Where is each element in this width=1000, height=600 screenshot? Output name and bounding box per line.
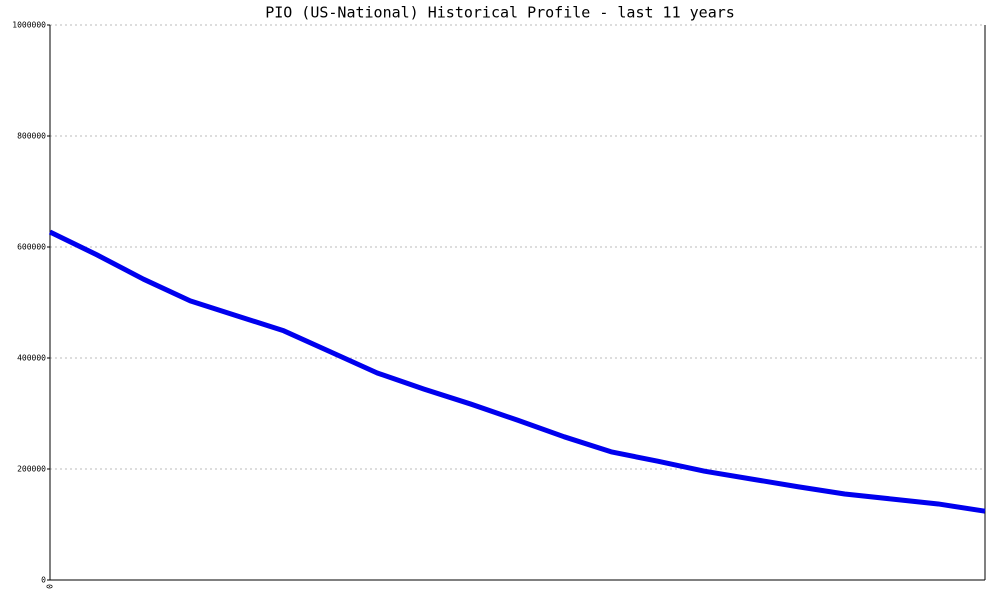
y-tick-label: 0 bbox=[41, 576, 46, 585]
x-tick-label: 0 bbox=[46, 584, 55, 589]
y-tick-label: 800000 bbox=[17, 132, 46, 141]
y-tick-label: 200000 bbox=[17, 465, 46, 474]
y-tick-label: 600000 bbox=[17, 243, 46, 252]
y-tick-label: 400000 bbox=[17, 354, 46, 363]
data-line bbox=[48, 229, 986, 514]
chart-title: PIO (US-National) Historical Profile - l… bbox=[265, 4, 735, 22]
y-tick-label: 1000000 bbox=[12, 21, 46, 30]
